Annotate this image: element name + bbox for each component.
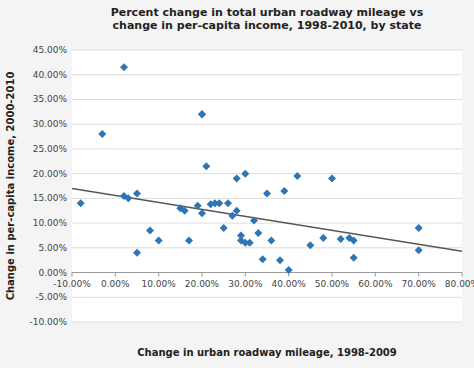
- point: [241, 170, 249, 178]
- point: [306, 241, 314, 249]
- point: [267, 236, 275, 244]
- grid-line: [72, 74, 462, 75]
- title: Percent change in total urban roadway mi…: [111, 6, 424, 32]
- point: [237, 231, 245, 239]
- y-tick-label: 35.00%: [33, 94, 68, 104]
- y-tick-label: 40.00%: [33, 70, 68, 80]
- y-tick-label: -10.00%: [29, 317, 67, 327]
- point: [233, 175, 241, 183]
- y-tick-label: 5.00%: [38, 243, 67, 253]
- x-tick: [202, 273, 203, 277]
- y-tick-label: 20.00%: [33, 169, 68, 179]
- x-tick-label: 20.00%: [185, 279, 220, 289]
- background: [0, 0, 474, 368]
- trend-line: [72, 188, 462, 251]
- point: [276, 256, 284, 264]
- x-tick: [115, 273, 116, 277]
- y-tick-label: 30.00%: [33, 119, 68, 129]
- x-tick: [332, 273, 333, 277]
- x-tick-label: 50.00%: [315, 279, 350, 289]
- point: [181, 207, 189, 215]
- marks: [72, 63, 462, 274]
- x-tick-label: 80.00%: [445, 279, 474, 289]
- y-axis-label: Change in per-capita income, 2000-2010: [5, 72, 16, 301]
- point: [246, 239, 254, 247]
- x-tick: [245, 273, 246, 277]
- grid-line: [72, 247, 462, 248]
- point: [350, 236, 358, 244]
- y-tick-label: 10.00%: [33, 218, 68, 228]
- point: [224, 199, 232, 207]
- point: [133, 189, 141, 197]
- point: [198, 110, 206, 118]
- title-line: Percent change in total urban roadway mi…: [111, 6, 424, 19]
- x-tick-label: 70.00%: [402, 279, 437, 289]
- point: [146, 227, 154, 235]
- point: [133, 249, 141, 257]
- point: [198, 209, 206, 217]
- point: [280, 187, 288, 195]
- point: [328, 175, 336, 183]
- x-axis-line: [72, 272, 462, 273]
- point: [120, 63, 128, 71]
- point: [185, 236, 193, 244]
- y-tick-label: 45.00%: [33, 45, 68, 55]
- x-tick: [462, 273, 463, 277]
- point: [124, 194, 132, 202]
- y-tick-label: 15.00%: [33, 193, 68, 203]
- chart: Percent change in total urban roadway mi…: [0, 0, 474, 368]
- x-tick-label: 40.00%: [272, 279, 307, 289]
- point: [337, 235, 345, 243]
- point: [202, 162, 210, 170]
- x-tick: [375, 273, 376, 277]
- y-tick-label: 25.00%: [33, 144, 68, 154]
- point: [250, 217, 258, 225]
- grid-line: [72, 223, 462, 224]
- x-tick-label: 10.00%: [142, 279, 177, 289]
- point: [319, 234, 327, 242]
- point: [98, 130, 106, 138]
- plot-area: [72, 50, 462, 322]
- point: [77, 199, 85, 207]
- grid-line: [72, 173, 462, 174]
- point: [233, 207, 241, 215]
- point: [254, 229, 262, 237]
- x-tick-label: 30.00%: [228, 279, 263, 289]
- point: [215, 199, 223, 207]
- x-axis-label: Change in urban roadway mileage, 1998-20…: [137, 347, 397, 358]
- y-tick-label: 0.00%: [38, 268, 67, 278]
- point: [259, 255, 267, 263]
- point: [350, 254, 358, 262]
- x-tick: [158, 273, 159, 277]
- point: [263, 189, 271, 197]
- grid-line: [72, 272, 462, 273]
- point: [155, 236, 163, 244]
- y-tick-label: -5.00%: [35, 292, 67, 302]
- grid-line: [72, 297, 462, 298]
- grid: [72, 50, 462, 322]
- point: [285, 266, 293, 274]
- point: [220, 224, 228, 232]
- title-line: change in per-capita income, 1998-2010, …: [113, 19, 422, 32]
- x-tick: [418, 273, 419, 277]
- x-tick-label: -10.00%: [53, 279, 91, 289]
- grid-line: [72, 50, 462, 51]
- grid-line: [72, 99, 462, 100]
- grid-line: [72, 124, 462, 125]
- point: [198, 110, 206, 118]
- point: [194, 202, 202, 210]
- grid-line: [72, 148, 462, 149]
- x-tick-label: 60.00%: [358, 279, 393, 289]
- point: [415, 224, 423, 232]
- grid-line: [72, 322, 462, 323]
- x-tick-label: 0.00%: [101, 279, 130, 289]
- point: [415, 246, 423, 254]
- point: [293, 172, 301, 180]
- x-tick: [72, 273, 73, 277]
